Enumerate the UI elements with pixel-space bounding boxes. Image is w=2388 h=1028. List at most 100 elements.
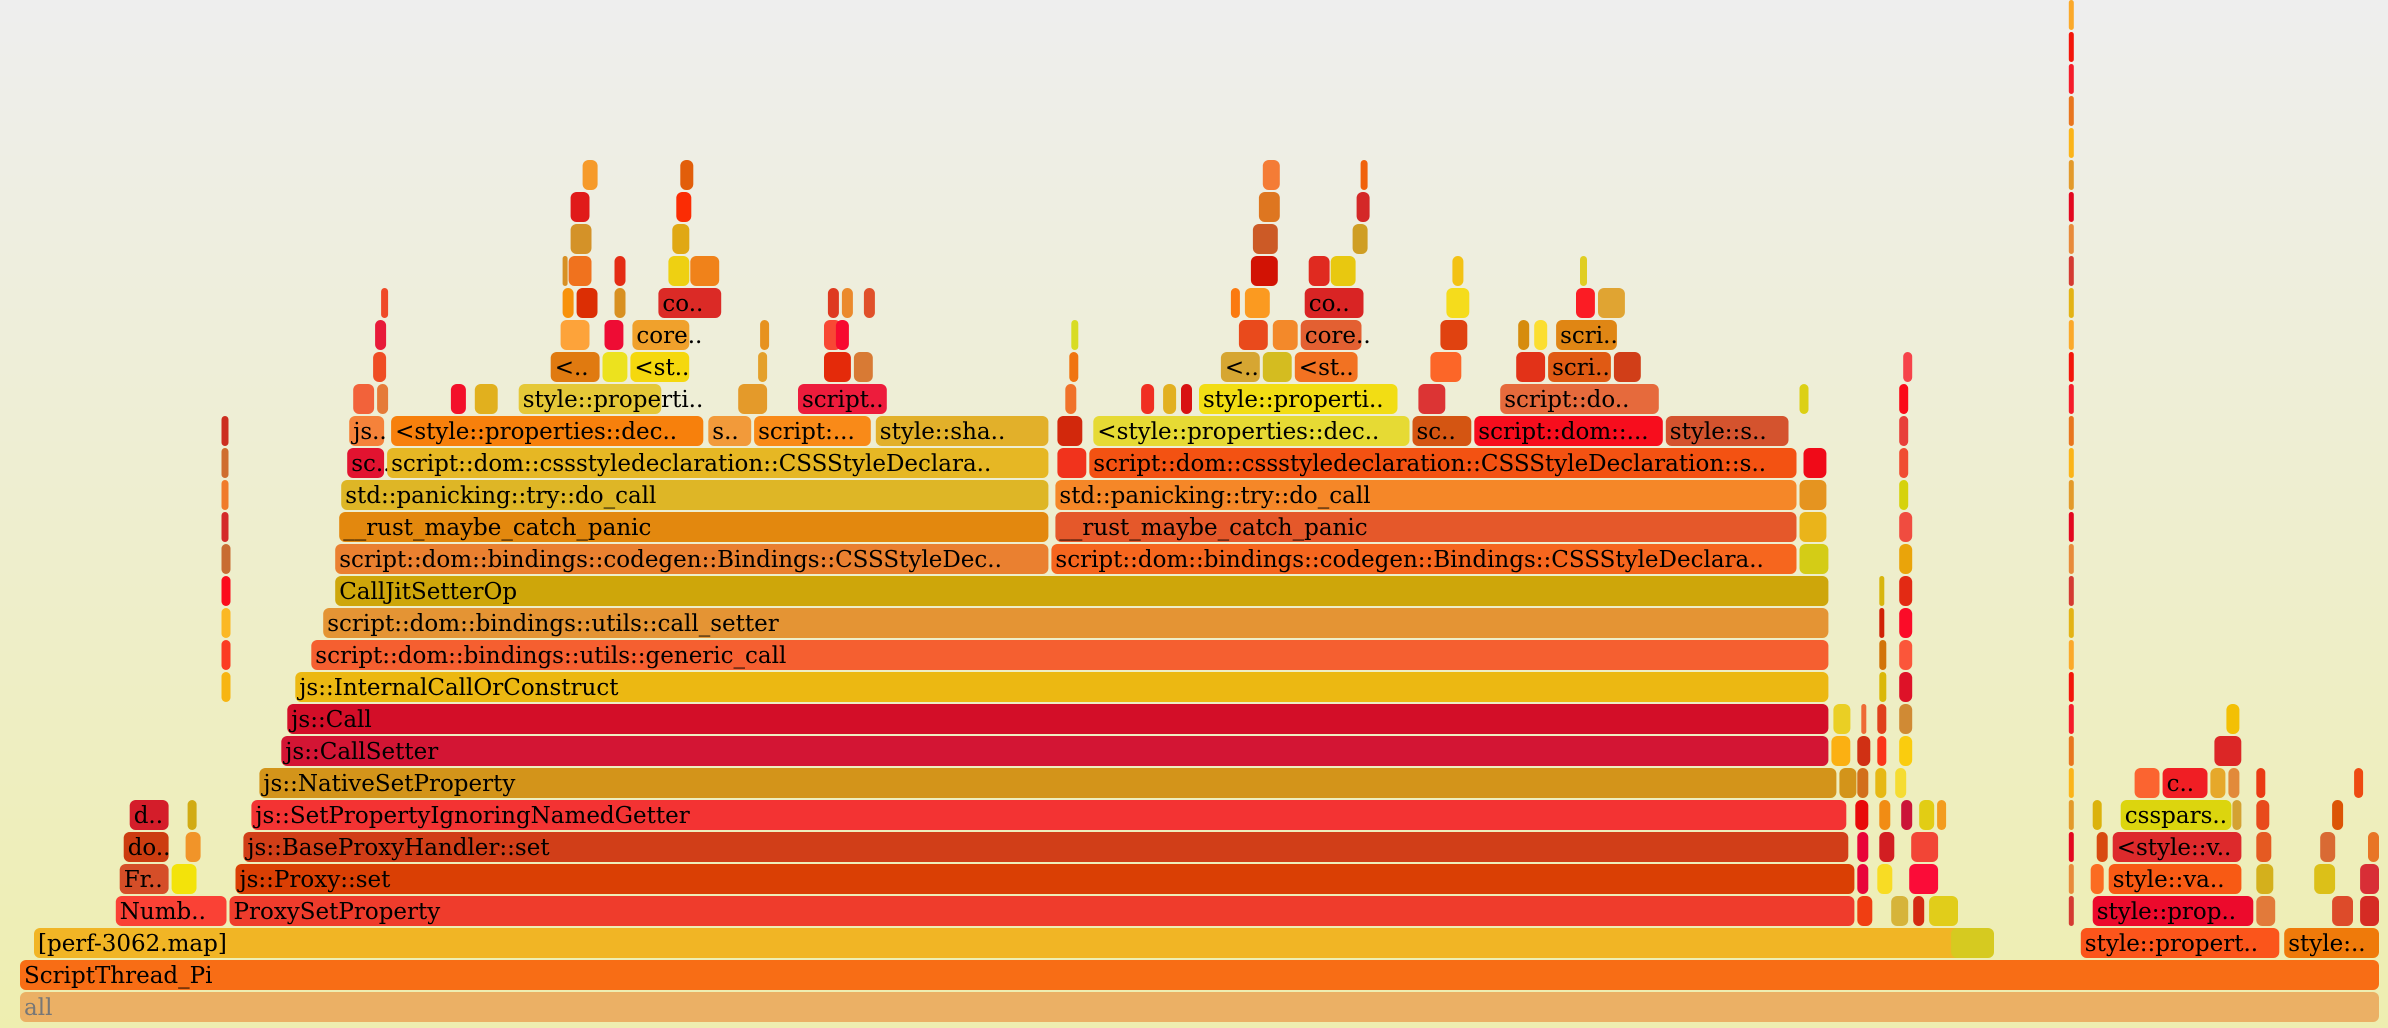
frame-rect[interactable] xyxy=(2068,320,2074,350)
frame-unlabeled[interactable]: unknown xyxy=(1330,256,1356,286)
frame-rect[interactable] xyxy=(708,416,752,446)
frame-rect[interactable] xyxy=(2332,896,2353,926)
frame-rect[interactable] xyxy=(1951,928,1994,958)
frame-rect[interactable] xyxy=(1580,256,1587,286)
frame-std-panicking-try-do-call[interactable]: std::panicking::try::do_callstd::panicki… xyxy=(341,480,1049,510)
frame-unlabeled[interactable]: unknown xyxy=(672,224,690,254)
frame-deep-stack[interactable]: deep-recursion xyxy=(2068,0,2074,30)
frame-rect[interactable] xyxy=(1879,608,1885,638)
frame-rect[interactable] xyxy=(1500,384,1659,414)
frame-rect[interactable] xyxy=(287,704,1829,734)
frame-rect[interactable] xyxy=(339,512,1049,542)
frame-style-sha[interactable]: style::shared_lock style::sha.. xyxy=(875,416,1049,446)
frame-unlabeled[interactable]: unknown xyxy=(1861,704,1867,734)
frame-rect[interactable] xyxy=(2284,928,2379,958)
frame-rect[interactable] xyxy=(347,448,385,478)
frame-rect[interactable] xyxy=(1857,832,1869,862)
frame-rect[interactable] xyxy=(560,320,590,350)
frame-rect[interactable] xyxy=(1833,704,1851,734)
frame-unlabeled[interactable]: unknown xyxy=(1899,672,1913,702)
frame-rect[interactable] xyxy=(1051,544,1797,574)
frame-unlabeled[interactable]: unknown xyxy=(562,288,574,318)
frame-unlabeled[interactable]: unknown xyxy=(221,544,231,574)
frame-js-proxy-set[interactable]: js::Proxy::set js::Proxy::set xyxy=(235,864,1855,894)
frame-unlabeled[interactable]: unknown xyxy=(668,256,690,286)
frame-deep-stack[interactable]: deep-recursion xyxy=(2068,288,2074,318)
frame-unlabeled[interactable]: unknown xyxy=(1065,384,1077,414)
frame-rect[interactable] xyxy=(2068,512,2074,542)
frame-unlabeled[interactable]: unknown xyxy=(2320,832,2336,862)
frame-unlabeled[interactable]: unknown xyxy=(582,160,598,190)
frame-rect[interactable] xyxy=(221,608,231,638)
frame-unlabeled[interactable]: unknown xyxy=(576,288,598,318)
frame-rect[interactable] xyxy=(185,832,201,862)
frame-style-properties-dec[interactable]: <style::properties::declaration_block::P… xyxy=(391,416,704,446)
frame-rect[interactable] xyxy=(690,256,720,286)
frame-script-dom-cssstyledeclaration-cssstyledeclara[interactable]: script::dom::cssstyledeclaration::CSSSty… xyxy=(387,448,1049,478)
frame-unlabeled[interactable]: unknown xyxy=(1598,288,1625,318)
frame-unlabeled[interactable]: unknown xyxy=(2360,864,2379,894)
frame-unlabeled[interactable]: unknown xyxy=(2360,896,2379,926)
frame-deep-stack[interactable]: deep-recursion xyxy=(2068,736,2074,766)
frame-rect[interactable] xyxy=(349,416,385,446)
frame-unlabeled[interactable]: unknown xyxy=(2314,864,2336,894)
frame-rect[interactable] xyxy=(20,960,2379,990)
frame-unlabeled[interactable]: unknown xyxy=(1951,928,1994,958)
frame-rect[interactable] xyxy=(1220,352,1260,382)
frame-deep-stack[interactable]: deep-recursion xyxy=(2068,768,2074,798)
frame-unlabeled[interactable]: unknown xyxy=(863,288,875,318)
frame-rect[interactable] xyxy=(353,384,375,414)
frame-rect[interactable] xyxy=(2096,832,2108,862)
frame-unlabeled[interactable]: unknown xyxy=(221,576,231,606)
frame-unlabeled[interactable]: unknown xyxy=(1069,352,1079,382)
frame-rect[interactable] xyxy=(2112,832,2242,862)
frame-unlabeled[interactable]: unknown xyxy=(1877,736,1887,766)
frame-rect[interactable] xyxy=(2360,896,2379,926)
frame-unlabeled[interactable]: unknown xyxy=(1879,672,1887,702)
frame-rect[interactable] xyxy=(1518,320,1530,350)
frame-unlabeled[interactable]: unknown xyxy=(1879,640,1887,670)
frame-rect[interactable] xyxy=(34,928,1963,958)
frame-rect[interactable] xyxy=(680,160,694,190)
frame-unlabeled[interactable]: unknown xyxy=(1799,544,1829,574)
frame-unlabeled[interactable]: unknown xyxy=(2332,800,2344,830)
frame-rect[interactable] xyxy=(391,416,704,446)
frame-rect[interactable] xyxy=(2320,832,2336,862)
frame-unlabeled[interactable]: unknown xyxy=(1356,192,1370,222)
frame-c[interactable]: cssparser::c c.. xyxy=(2162,768,2208,798)
frame-unlabeled[interactable]: unknown xyxy=(2226,704,2240,734)
frame-rect[interactable] xyxy=(863,288,875,318)
frame-rect[interactable] xyxy=(2068,384,2074,414)
frame-unlabeled[interactable]: unknown xyxy=(2368,832,2379,862)
frame-rect[interactable] xyxy=(614,256,626,286)
frame-unlabeled[interactable]: unknown xyxy=(1534,320,1548,350)
frame-unlabeled[interactable]: unknown xyxy=(1899,544,1913,574)
frame-rect[interactable] xyxy=(2354,768,2364,798)
frame-js-setpropertyignoringnamedgetter[interactable]: js::SetPropertyIgnoringNamedGetter js::Se… xyxy=(251,800,1847,830)
frame-unlabeled[interactable]: unknown xyxy=(171,864,197,894)
frame-rect[interactable] xyxy=(2256,800,2270,830)
frame-rect[interactable] xyxy=(1899,416,1909,446)
frame-unlabeled[interactable]: unknown xyxy=(1901,800,1913,830)
frame-unlabeled[interactable]: unknown xyxy=(1230,288,1240,318)
frame-rect[interactable] xyxy=(1899,736,1913,766)
frame-unlabeled[interactable]: unknown xyxy=(1929,896,1958,926)
frame-deep-stack[interactable]: deep-recursion xyxy=(2068,480,2074,510)
frame-unlabeled[interactable]: unknown xyxy=(1580,256,1587,286)
frame-rect[interactable] xyxy=(1093,416,1410,446)
frame-unlabeled[interactable]: unknown xyxy=(1252,224,1278,254)
frame-rect[interactable] xyxy=(1304,288,1364,318)
frame-deep-stack[interactable]: deep-recursion xyxy=(2068,64,2074,94)
frame-unlabeled[interactable]: unknown xyxy=(1879,832,1895,862)
frame-unlabeled[interactable]: unknown xyxy=(187,800,197,830)
frame-rect[interactable] xyxy=(1879,832,1895,862)
frame-unlabeled[interactable]: unknown xyxy=(1452,256,1464,286)
frame-unlabeled[interactable]: unknown xyxy=(1352,224,1368,254)
frame-js-internalcallorconstruct[interactable]: js::InternalCallOrConstructjs::InternalC… xyxy=(295,672,1829,702)
frame-unlabeled[interactable]: unknown xyxy=(853,352,873,382)
frame-deep-stack[interactable]: deep-recursion xyxy=(2068,608,2074,638)
frame-script[interactable]: script::... script:... xyxy=(754,416,871,446)
frame-rect[interactable] xyxy=(377,384,389,414)
frame-deep-stack[interactable]: deep-recursion xyxy=(2068,320,2074,350)
